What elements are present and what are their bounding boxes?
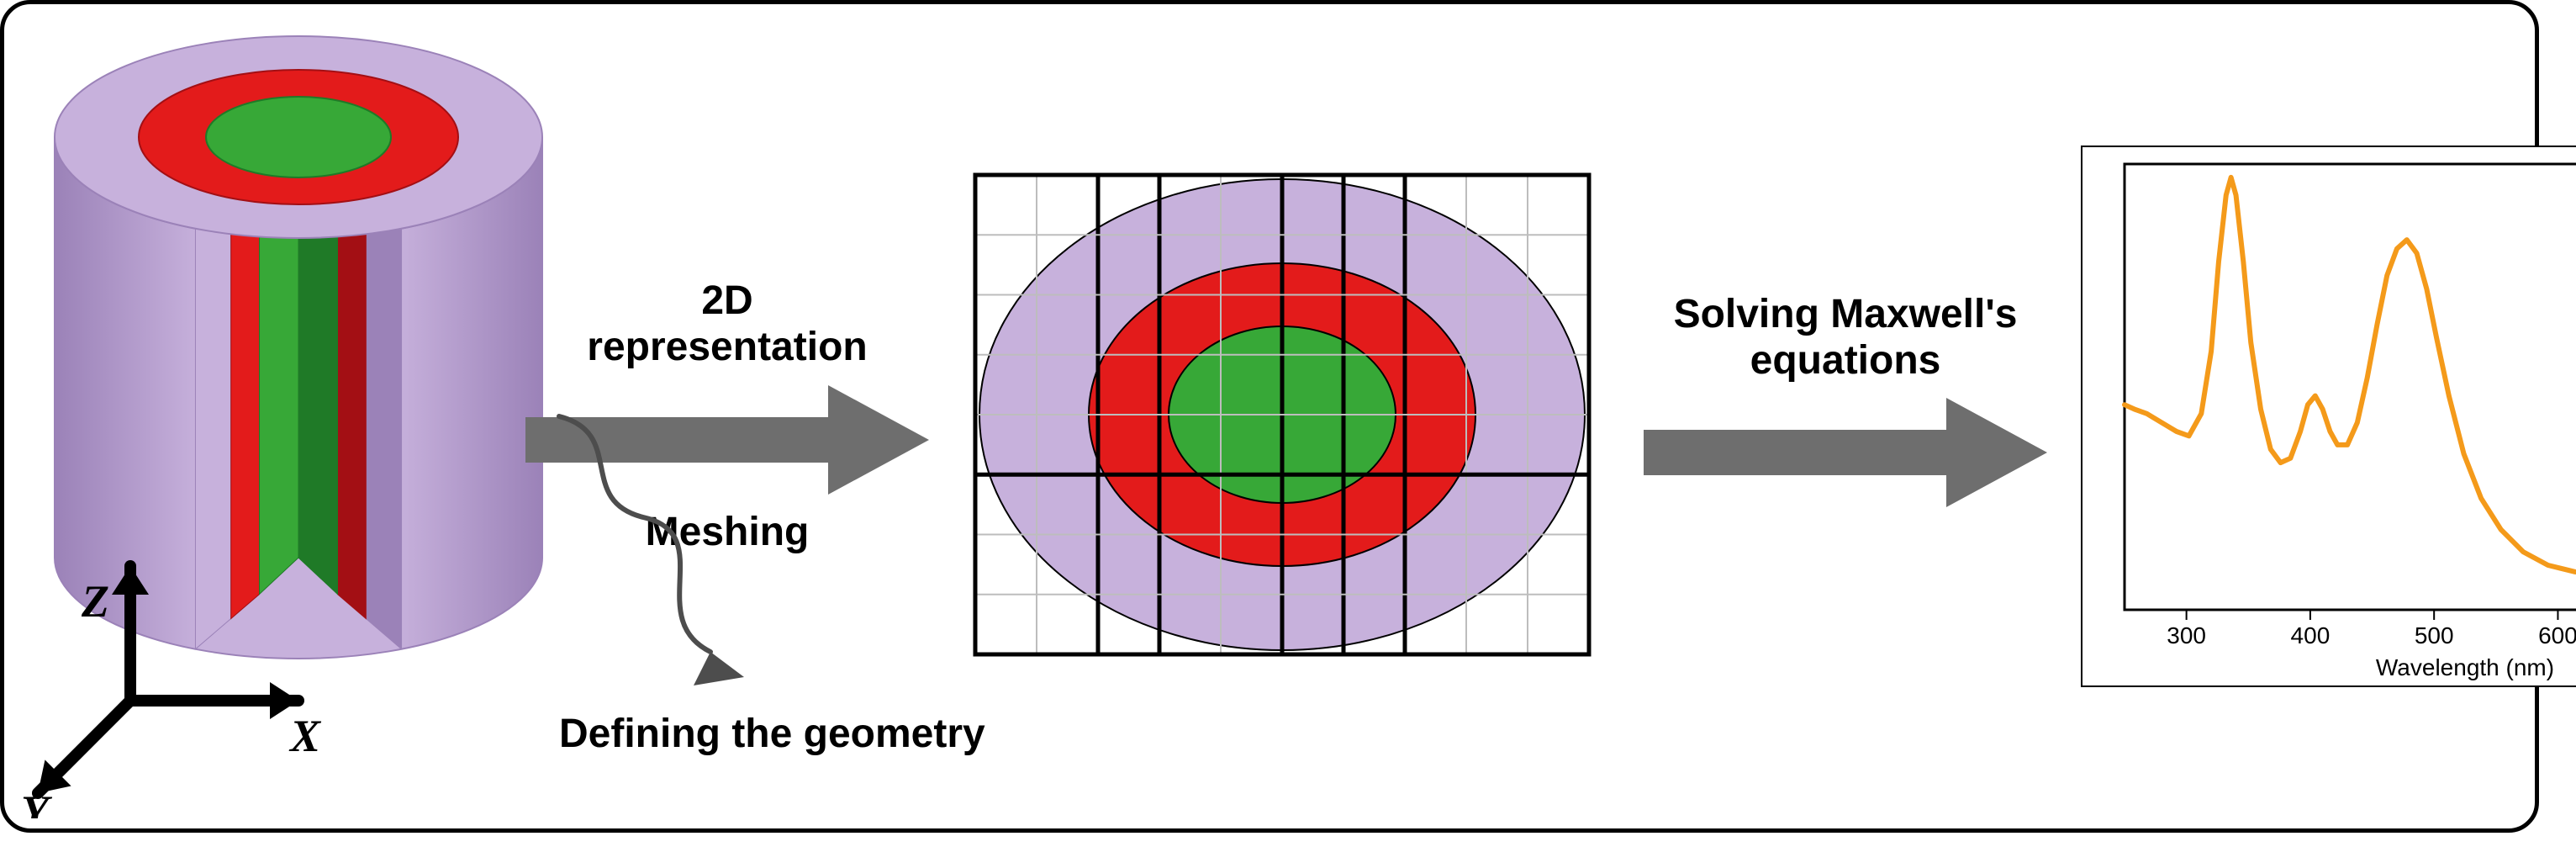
mesh-diagram [954,162,1610,667]
spectrum-line: 300400500600700800Wavelength (nm) [2082,147,2576,685]
core-shell-cylinder: Z X Y [21,11,559,818]
meshed-cross-section [954,162,1610,671]
svg-text:500: 500 [2415,622,2454,648]
arrow-icon [525,381,929,499]
svg-text:600: 600 [2538,622,2576,648]
spectrum-chart: 300400500600700800Wavelength (nm) [2081,146,2576,687]
svg-text:Z: Z [81,576,109,627]
label-solve-maxwell: Solving Maxwell's equations [1674,291,2018,384]
arrow-2d-representation: 2D representation Meshing [525,267,929,565]
label-meshing: Meshing [646,509,810,555]
chart-frame: 300400500600700800Wavelength (nm) [2081,146,2576,687]
workflow-panel: Z X Y 2D representation Meshing Solving Ma… [0,0,2539,833]
geometry-3d-stage: Z X Y [21,11,559,823]
svg-text:Y: Y [21,786,53,818]
svg-text:300: 300 [2167,622,2206,648]
svg-text:X: X [288,711,322,761]
arrow-solve-maxwell: Solving Maxwell's equations [1644,281,2047,552]
label-defining-geometry: Defining the geometry [559,711,985,757]
arrow-icon [1644,394,2047,511]
svg-text:400: 400 [2291,622,2331,648]
svg-text:Wavelength (nm): Wavelength (nm) [2376,654,2554,680]
label-2d-representation: 2D representation [587,278,867,370]
